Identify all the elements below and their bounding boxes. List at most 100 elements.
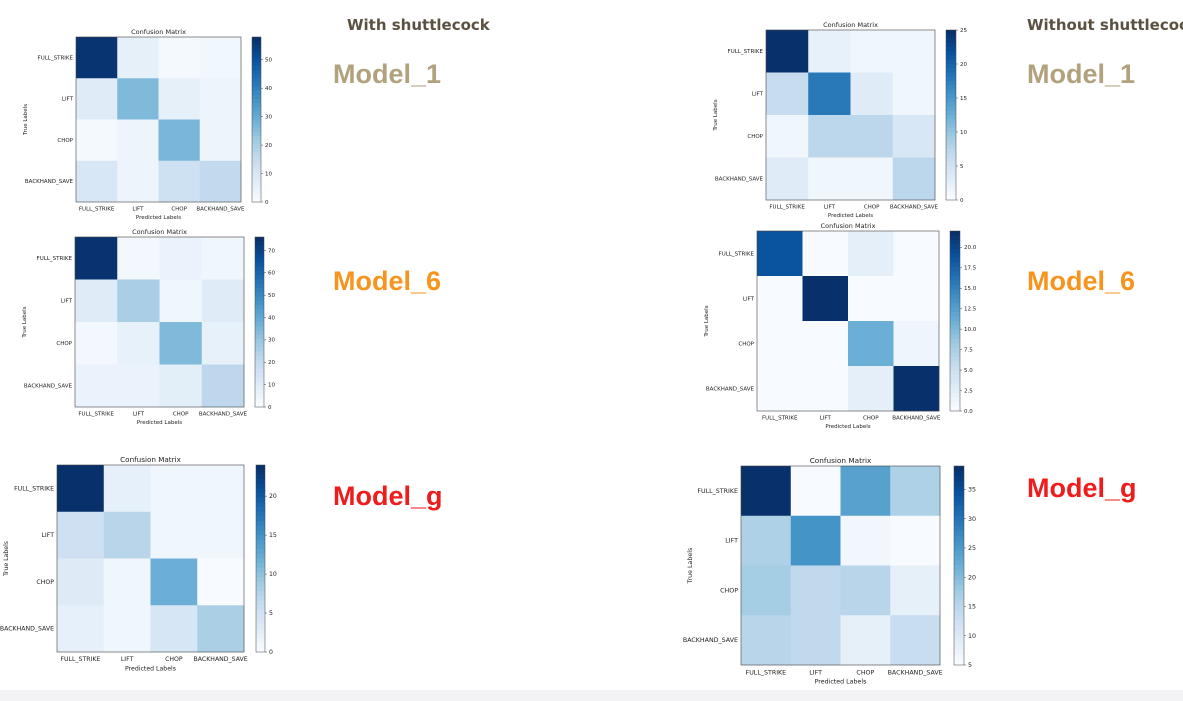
colorbar-segment — [256, 647, 265, 653]
colorbar-segment — [252, 37, 261, 42]
colorbar-segment — [950, 397, 960, 403]
colorbar-segment — [252, 41, 261, 46]
colorbar-tick-label: 12.5 — [964, 307, 977, 313]
colorbar-segment — [954, 640, 964, 646]
colorbar-segment — [255, 390, 264, 395]
matrix-cell — [150, 558, 198, 606]
colorbar-segment — [255, 300, 264, 306]
colorbar-tick-label: 15 — [960, 96, 967, 102]
matrix-cell — [199, 37, 242, 79]
y-tick-label: CHOP — [720, 587, 738, 594]
matrix-cell — [57, 605, 105, 653]
y-tick-label: FULL_STRIKE — [14, 485, 54, 492]
matrix-cell — [201, 279, 245, 323]
x-tick-label: FULL_STRIKE — [769, 205, 805, 211]
colorbar-segment — [954, 515, 964, 522]
colorbar-segment — [946, 187, 956, 192]
colorbar-segment — [255, 343, 264, 348]
colorbar-segment — [256, 549, 265, 555]
colorbar-segment — [256, 577, 265, 583]
colorbar-segment — [252, 123, 261, 129]
y-tick-label: BACKHAND_SAVE — [706, 386, 755, 392]
matrix-cell — [117, 78, 159, 120]
matrix-cell — [103, 465, 151, 513]
colorbar-segment — [252, 156, 261, 162]
colorbar-segment — [252, 61, 261, 67]
colorbar-segment — [954, 620, 964, 626]
colorbar-segment — [255, 275, 264, 280]
colorbar-segment — [946, 59, 956, 65]
x-axis-label: Predicted Labels — [828, 213, 873, 219]
matrix-cell — [199, 119, 242, 162]
y-tick-label: FULL_STRIKE — [697, 488, 738, 495]
colorbar-segment — [946, 153, 956, 158]
colorbar-segment — [946, 47, 956, 52]
colorbar-segment — [255, 271, 264, 276]
matrix-cell — [75, 237, 118, 280]
colorbar-segment — [954, 480, 964, 487]
colorbar-segment — [252, 164, 261, 170]
colorbar-tick-label: 7.5 — [964, 347, 973, 353]
colorbar-tick-label: 20.0 — [964, 245, 977, 251]
colorbar-tick-label: 20 — [960, 62, 967, 68]
colorbar-segment — [954, 535, 964, 542]
y-axis-label: True Labels — [704, 305, 710, 337]
matrix-cell — [802, 276, 849, 322]
matrix-cell — [75, 279, 118, 323]
colorbar-segment — [950, 375, 960, 380]
colorbar-tick-label: 2.5 — [964, 388, 973, 394]
matrix-cell — [890, 515, 941, 566]
colorbar-segment — [950, 249, 960, 254]
matrix-cell — [802, 366, 849, 412]
colorbar-segment — [954, 610, 964, 616]
colorbar-tick-label: 20 — [265, 143, 272, 149]
colorbar-segment — [946, 89, 956, 95]
colorbar-segment — [946, 72, 956, 78]
colorbar-segment — [256, 511, 265, 517]
matrix-cell — [848, 231, 894, 277]
colorbar-segment — [256, 539, 265, 545]
matrix-cell — [117, 37, 159, 79]
colorbar-segment — [252, 65, 261, 71]
colorbar-segment — [954, 635, 964, 641]
x-tick-label: CHOP — [856, 669, 874, 676]
colorbar-frame — [255, 464, 266, 653]
colorbar-segment — [946, 30, 956, 35]
colorbar-segment — [950, 343, 960, 349]
matrix-cell — [893, 321, 940, 367]
colorbar-segment — [256, 516, 265, 522]
colorbar-segment — [954, 545, 964, 551]
y-axis-label: True Labels — [22, 306, 28, 338]
colorbar-segment — [946, 34, 956, 39]
plot-frame — [56, 464, 245, 653]
colorbar-segment — [252, 49, 261, 54]
confusion-matrix-with-model-g: Confusion Matrix FULL_STRIKE FULL_STRIKE LI… — [0, 455, 277, 672]
matrix-cell — [808, 157, 851, 201]
y-tick-label: LIFT — [61, 299, 73, 305]
colorbar-segment — [255, 249, 264, 255]
colorbar-segment — [946, 106, 956, 112]
colorbar-segment — [256, 479, 265, 485]
colorbar-segment — [252, 107, 261, 112]
colorbar-segment — [256, 525, 265, 531]
colorbar-segment — [954, 625, 964, 631]
chart-title: Confusion Matrix — [821, 222, 876, 230]
colorbar-segment — [946, 195, 956, 201]
colorbar-segment — [256, 637, 265, 644]
colorbar-segment — [946, 102, 956, 107]
matrix-cell — [766, 30, 809, 73]
matrix-cell — [76, 119, 118, 162]
x-tick-label: LIFT — [824, 205, 836, 211]
matrix-cell — [757, 366, 803, 412]
colorbar-segment — [946, 64, 956, 69]
y-axis-label: True Labels — [687, 548, 694, 585]
colorbar-segment — [954, 510, 964, 517]
colorbar-segment — [954, 585, 964, 591]
colorbar-tick-label: 0.0 — [964, 409, 973, 415]
colorbar-segment — [255, 237, 264, 242]
matrix-cell — [103, 558, 151, 606]
matrix-cell — [159, 322, 203, 365]
matrix-cell — [890, 565, 941, 616]
colorbar-tick-label: 40 — [268, 315, 275, 321]
colorbar-segment — [946, 149, 956, 154]
